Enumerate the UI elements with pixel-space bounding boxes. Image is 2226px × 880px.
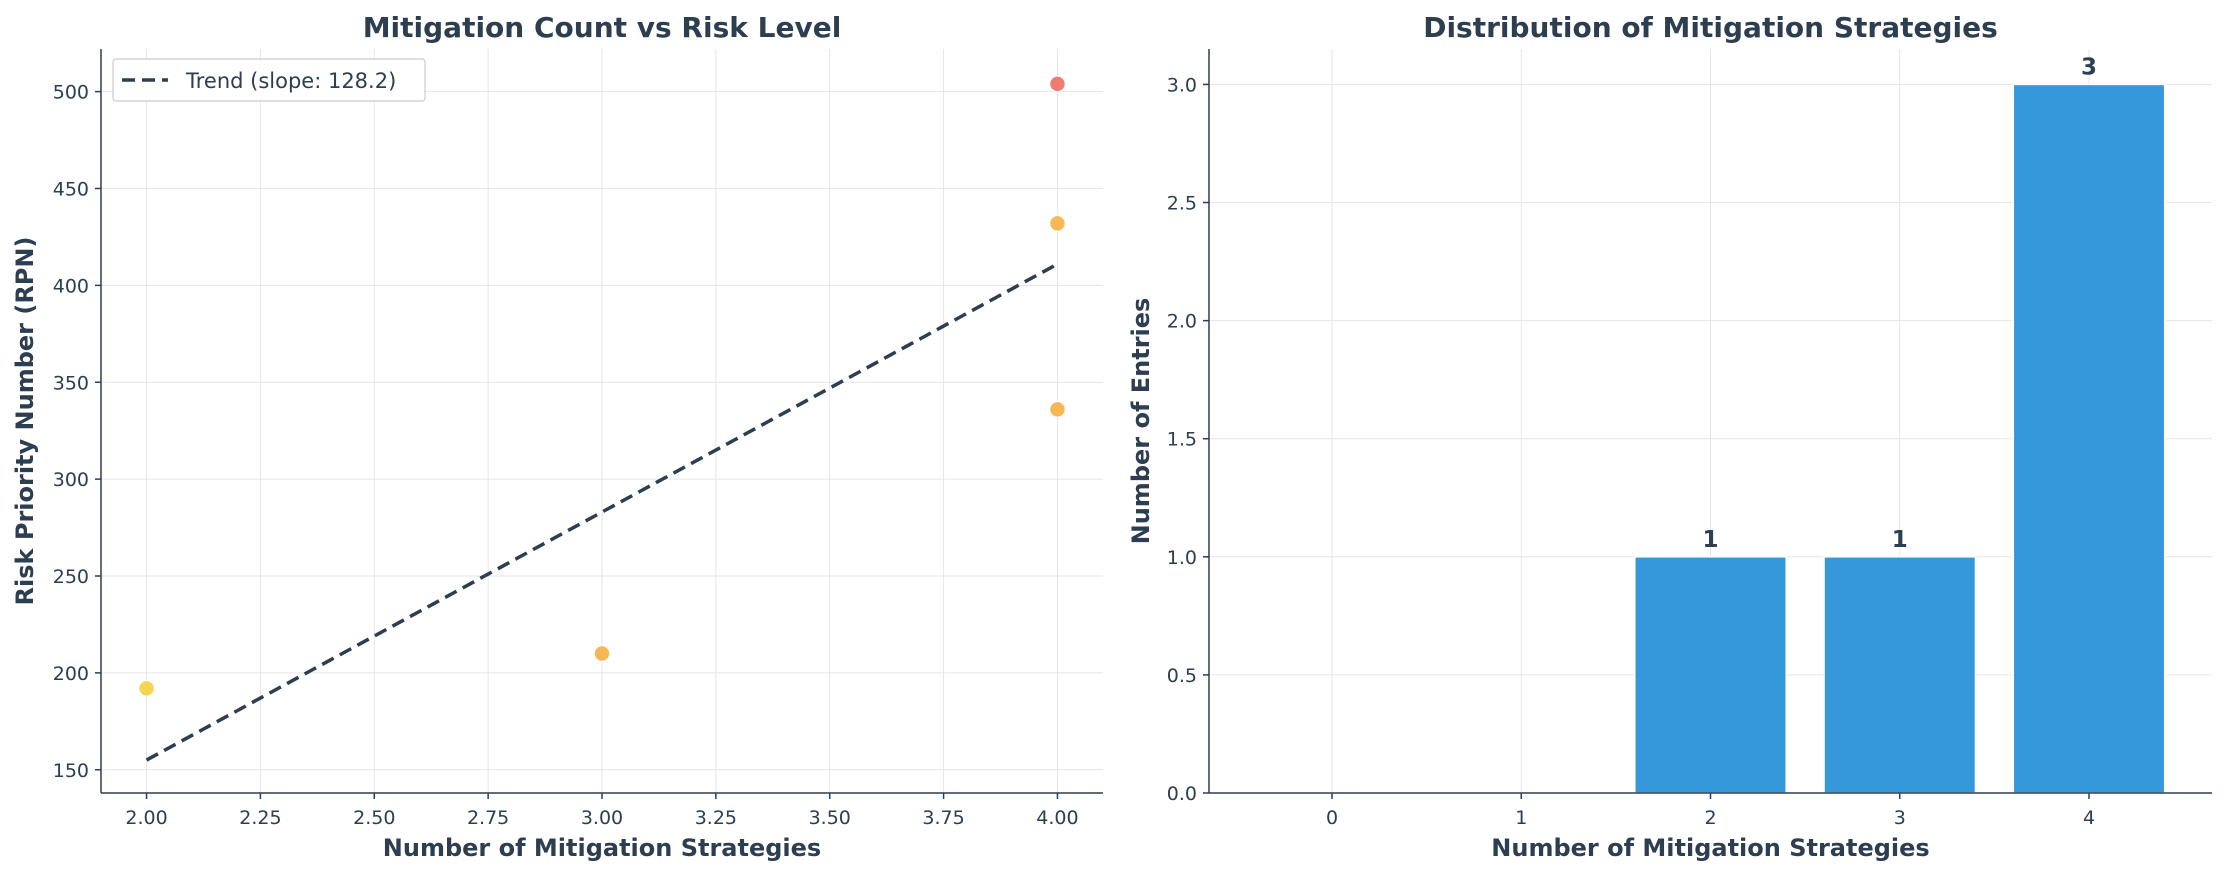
bar-y-tick-label: 0.0 (1167, 783, 1197, 805)
scatter-x-tick-label: 3.00 (581, 807, 623, 829)
scatter-x-tick-label: 2.50 (353, 807, 395, 829)
scatter-points (137, 75, 1067, 698)
bar (1823, 556, 1977, 794)
scatter-y-tick-label: 350 (53, 372, 89, 394)
legend-entry-trend: Trend (slope: 128.2) (185, 69, 396, 93)
scatter-x-ticks: 2.00 2.25 2.50 2.75 3.00 3.25 3.50 3.75 4.00 (125, 793, 1079, 829)
bar-x-tick-label: 3 (1894, 807, 1906, 829)
bar-data-label: 1 (1702, 527, 1718, 553)
bar-x-tick-label: 4 (2083, 807, 2095, 829)
bar-data-label: 1 (1892, 527, 1908, 553)
bar (2012, 83, 2166, 794)
legend-box (112, 58, 426, 102)
bar-y-ticks: 0.0 0.5 1.0 1.5 2.0 2.5 3.0 (1167, 74, 1209, 805)
scatter-y-tick-label: 300 (53, 469, 89, 491)
bar-x-ticks: 0 1 2 3 4 (1326, 793, 2095, 829)
scatter-x-tick-label: 3.25 (695, 807, 737, 829)
scatter-x-tick-label: 2.25 (239, 807, 281, 829)
scatter-x-tick-label: 2.75 (467, 807, 509, 829)
scatter-y-tick-label: 450 (53, 179, 89, 201)
bar-data-labels: 1 1 3 (1702, 54, 2097, 552)
bar-panel: 0 1 2 3 4 0.0 0.5 1.0 1.5 2.0 2.5 3.0 1 1 3 Distribu… (1127, 11, 2212, 862)
bar-data-label: 3 (2081, 54, 2097, 80)
scatter-point (137, 679, 156, 698)
bar-y-tick-label: 1.0 (1167, 547, 1197, 569)
bar-y-tick-label: 1.5 (1167, 429, 1197, 451)
scatter-x-tick-label: 2.00 (125, 807, 167, 829)
bar-x-tick-label: 0 (1326, 807, 1338, 829)
scatter-y-axis-label: Risk Priority Number (RPN) (11, 237, 39, 606)
scatter-y-tick-label: 500 (53, 82, 89, 104)
bar-y-tick-label: 0.5 (1167, 665, 1197, 687)
scatter-y-ticks: 150 200 250 300 350 400 450 500 (53, 82, 101, 782)
scatter-title: Mitigation Count vs Risk Level (363, 11, 842, 44)
scatter-point (1048, 214, 1067, 233)
scatter-x-tick-label: 3.50 (809, 807, 851, 829)
bar-y-tick-label: 2.5 (1167, 193, 1197, 215)
scatter-y-tick-label: 250 (53, 566, 89, 588)
scatter-y-tick-label: 150 (53, 760, 89, 782)
bar-y-tick-label: 2.0 (1167, 311, 1197, 333)
bar-title: Distribution of Mitigation Strategies (1423, 11, 1998, 44)
bar-x-axis-label: Number of Mitigation Strategies (1491, 834, 1929, 862)
scatter-x-tick-label: 4.00 (1036, 807, 1078, 829)
scatter-gridlines (101, 49, 1103, 793)
scatter-panel: 2.00 2.25 2.50 2.75 3.00 3.25 3.50 3.75 4.00 150… (11, 11, 1103, 862)
scatter-y-tick-label: 200 (53, 663, 89, 685)
bar (1634, 556, 1787, 794)
scatter-point (593, 644, 611, 663)
scatter-y-tick-label: 400 (53, 275, 89, 297)
bars (1634, 83, 2166, 794)
bar-y-tick-label: 3.0 (1167, 74, 1197, 96)
bar-y-axis-label: Number of Entries (1127, 298, 1155, 545)
scatter-point (1048, 75, 1067, 93)
scatter-x-axis-label: Number of Mitigation Strategies (383, 834, 821, 862)
scatter-point (1048, 400, 1067, 419)
bar-x-tick-label: 1 (1515, 807, 1527, 829)
scatter-legend: Trend (slope: 128.2) (112, 58, 426, 102)
trend-line (145, 262, 1059, 762)
bar-x-tick-label: 2 (1704, 807, 1716, 829)
scatter-x-tick-label: 3.75 (922, 807, 964, 829)
